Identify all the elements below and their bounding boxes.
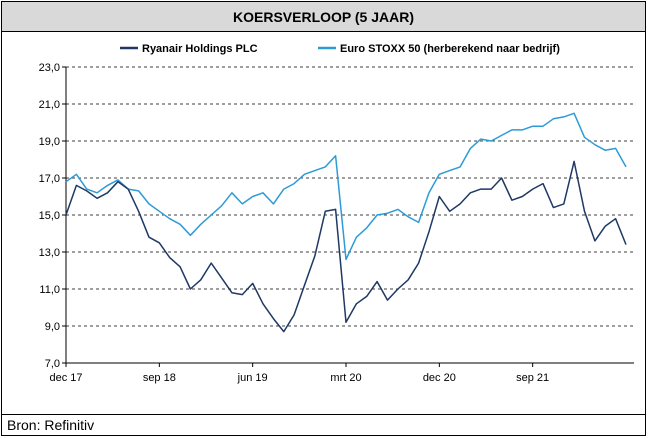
legend-item-ryanair-label: Ryanair Holdings PLC — [142, 43, 258, 55]
x-tick-label: dec 20 — [423, 372, 456, 384]
chart-title: KOERSVERLOOP (5 JAAR) — [233, 8, 414, 25]
footer-bar: Bron: Refinitiv — [2, 414, 645, 435]
y-tick-label: 23,0 — [39, 62, 60, 74]
y-tick-label: 7,0 — [45, 358, 60, 370]
y-tick-label: 15,0 — [39, 210, 60, 222]
title-bar: KOERSVERLOOP (5 JAAR) — [2, 2, 645, 32]
x-tick-label: mrt 20 — [330, 372, 361, 384]
series-line-eurostoxx — [65, 112, 627, 261]
y-tick-label: 13,0 — [39, 247, 60, 259]
y-tick-label: 17,0 — [39, 173, 60, 185]
x-tick-label: dec 17 — [49, 372, 82, 384]
series-line-ryanair — [65, 160, 627, 333]
y-tick-label: 21,0 — [39, 99, 60, 111]
y-tick-label: 19,0 — [39, 136, 60, 148]
x-tick-label: sep 18 — [143, 372, 176, 384]
x-tick-label: sep 21 — [516, 372, 549, 384]
y-tick-label: 11,0 — [39, 284, 60, 296]
legend-item-eurostoxx-label: Euro STOXX 50 (herberekend naar bedrijf) — [340, 43, 560, 55]
x-tick-label: jun 19 — [237, 372, 268, 384]
y-tick-label: 9,0 — [45, 321, 60, 333]
source-label: Bron: Refinitiv — [7, 417, 95, 433]
